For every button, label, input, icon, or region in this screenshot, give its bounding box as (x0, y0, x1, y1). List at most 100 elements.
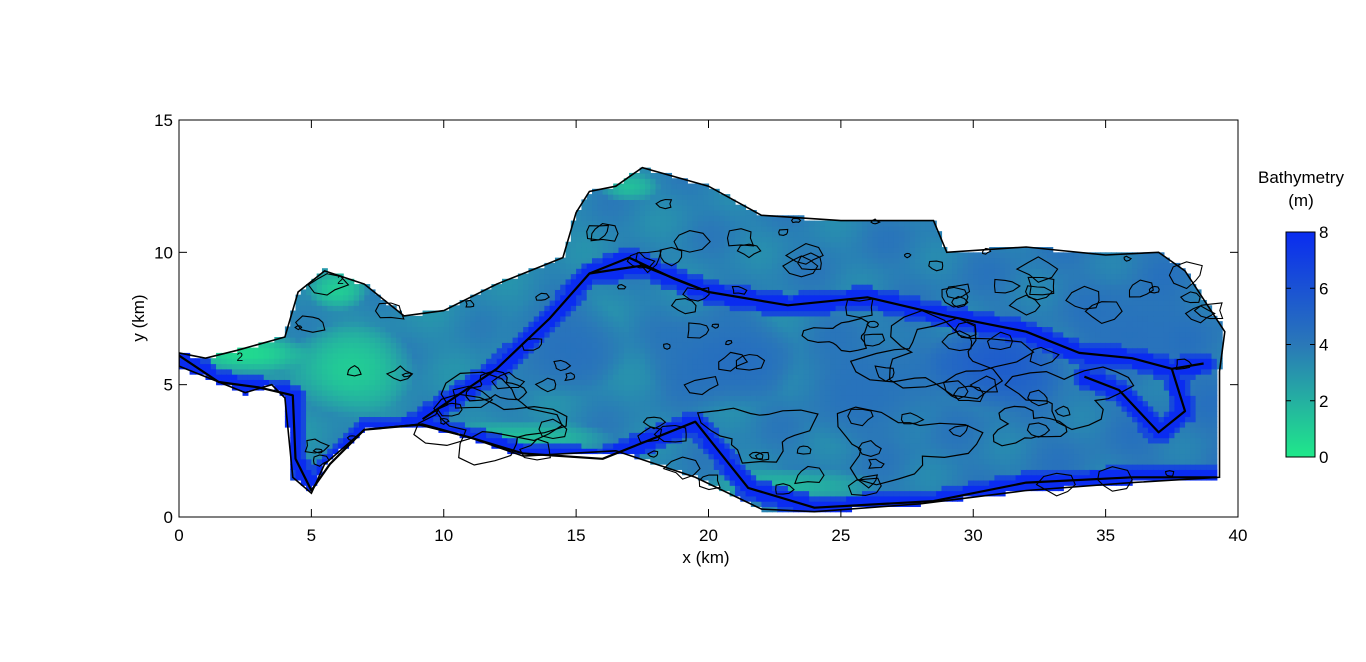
heatmap-cell (438, 347, 445, 354)
heatmap-cell (623, 442, 630, 449)
heatmap-cell (226, 379, 233, 386)
heatmap-cell (486, 352, 493, 359)
heatmap-cell (734, 273, 741, 280)
heatmap-cell (713, 188, 720, 195)
heatmap-cell (359, 331, 365, 338)
heatmap-cell (729, 453, 736, 460)
heatmap-cell (560, 342, 567, 349)
heatmap-cell (671, 331, 678, 338)
heatmap-cell (835, 347, 842, 354)
heatmap-cell (523, 421, 530, 428)
heatmap-cell (385, 421, 392, 428)
heatmap-cell (427, 337, 434, 343)
heatmap-cell (703, 448, 710, 455)
heatmap-cell (862, 453, 868, 460)
heatmap-cell (719, 315, 725, 322)
heatmap-cell (835, 485, 842, 492)
heatmap-cell (369, 405, 376, 412)
heatmap-cell (782, 241, 789, 248)
heatmap-cell (353, 299, 360, 306)
heatmap-cell (576, 363, 583, 370)
heatmap-cell (713, 448, 720, 455)
heatmap-cell (586, 379, 593, 386)
heatmap-cell (787, 379, 794, 386)
heatmap-cell (417, 315, 424, 322)
heatmap-cell (883, 262, 890, 269)
heatmap-cell (486, 305, 493, 312)
heatmap-cell (719, 400, 725, 407)
heatmap-cell (814, 363, 821, 370)
heatmap-cell (724, 342, 731, 349)
heatmap-cell (734, 289, 741, 296)
heatmap-cell (745, 337, 752, 343)
heatmap-cell (486, 389, 493, 396)
heatmap-cell (491, 374, 498, 380)
heatmap-cell (517, 337, 524, 343)
heatmap-cell (623, 342, 630, 349)
heatmap-cell (687, 257, 694, 264)
heatmap-cell (464, 347, 471, 354)
heatmap-cell (311, 411, 318, 418)
heatmap-cell (597, 204, 604, 211)
heatmap-cell (830, 469, 837, 476)
heatmap-cell (856, 326, 863, 333)
heatmap-cell (777, 321, 784, 328)
heatmap-cell (343, 374, 350, 380)
heatmap-cell (343, 299, 350, 306)
heatmap-cell (761, 247, 768, 253)
heatmap-cell (549, 352, 556, 359)
heatmap-cell (517, 437, 524, 444)
heatmap-cell (464, 389, 471, 396)
heatmap-cell (348, 347, 355, 354)
heatmap-cell (814, 273, 821, 280)
heatmap-cell (766, 331, 773, 338)
heatmap-cell (597, 342, 604, 349)
heatmap-cell (777, 442, 784, 449)
heatmap-cell (470, 326, 477, 333)
heatmap-cell (644, 453, 651, 460)
heatmap-cell (793, 501, 800, 508)
heatmap-cell (623, 284, 630, 290)
heatmap-cell (719, 321, 725, 328)
heatmap-cell (729, 321, 736, 328)
heatmap-cell (364, 400, 371, 407)
heatmap-cell (491, 384, 498, 391)
heatmap-cell (724, 384, 731, 391)
heatmap-cell (756, 485, 763, 492)
heatmap-cell (856, 453, 863, 460)
heatmap-cell (761, 479, 768, 486)
heatmap-cell (835, 284, 842, 290)
heatmap-cell (586, 236, 593, 243)
heatmap-cell (385, 321, 392, 328)
heatmap-cell (719, 337, 725, 343)
heatmap-cell (369, 400, 376, 407)
heatmap-cell (300, 384, 307, 391)
heatmap-cell (639, 257, 646, 264)
heatmap-cell (682, 326, 688, 333)
heatmap-cell (703, 310, 710, 317)
heatmap-cell (401, 352, 408, 359)
heatmap-cell (650, 241, 657, 248)
heatmap-cell (682, 358, 688, 365)
heatmap-cell (290, 437, 297, 444)
heatmap-cell (734, 464, 741, 470)
heatmap-cell (602, 326, 609, 333)
heatmap-cell (449, 347, 455, 354)
heatmap-cell (682, 273, 688, 280)
heatmap-cell (862, 469, 868, 476)
heatmap-cell (766, 453, 773, 460)
heatmap-cell (766, 400, 773, 407)
heatmap-cell (687, 231, 694, 238)
heatmap-cell (507, 358, 514, 365)
heatmap-cell (263, 342, 270, 349)
heatmap-cell (613, 220, 620, 227)
heatmap-cell (539, 310, 545, 317)
heatmap-cell (846, 262, 853, 269)
heatmap-cell (671, 252, 678, 259)
heatmap-cell (528, 326, 535, 333)
heatmap-cell (851, 363, 858, 370)
heatmap-cell (565, 326, 572, 333)
heatmap-cell (809, 268, 815, 275)
heatmap-cell (597, 416, 604, 423)
heatmap-cell (830, 315, 837, 322)
